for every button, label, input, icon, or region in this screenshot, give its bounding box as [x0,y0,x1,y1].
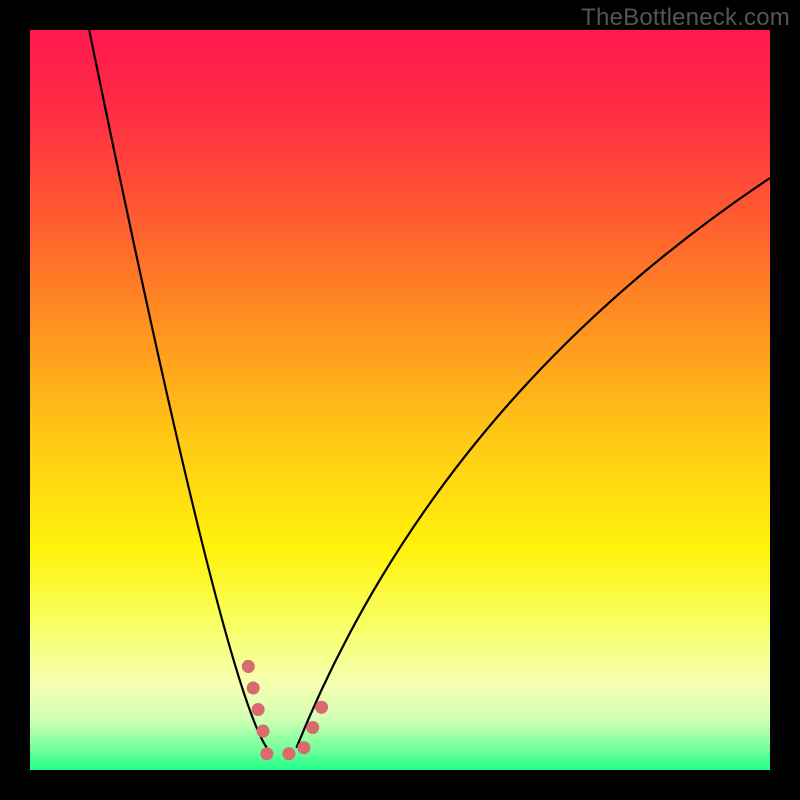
watermark-text: TheBottleneck.com [581,4,790,32]
plot-background [30,30,770,770]
bottleneck-plot [0,0,800,800]
chart-container: TheBottleneck.com [0,0,800,800]
